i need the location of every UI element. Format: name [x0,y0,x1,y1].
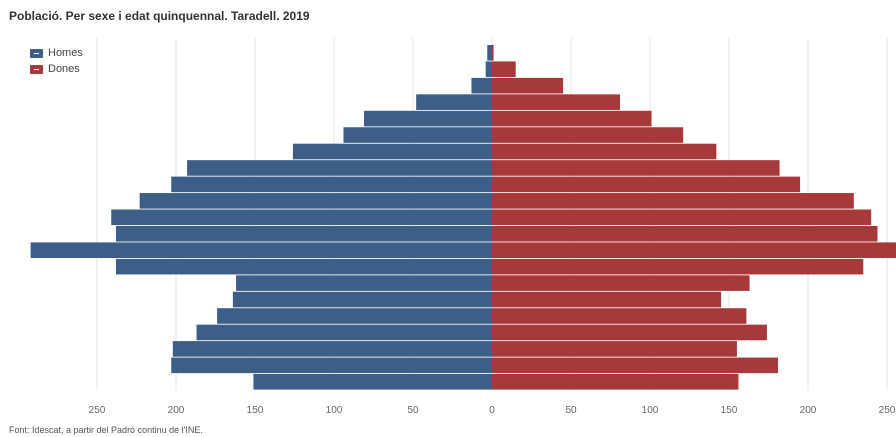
source-note: Font: Idescat, a partir del Padró contin… [9,425,203,435]
bar-homes[interactable] [232,291,492,308]
bars-homes [30,45,493,390]
bar-homes[interactable] [171,176,492,193]
legend-swatch-dones [30,64,43,74]
x-tick-label: 250 [879,405,896,416]
x-tick-label: 200 [168,405,185,416]
bar-homes[interactable] [171,357,492,374]
bar-homes[interactable] [485,61,492,78]
legend-swatch-homes [30,48,43,58]
bar-homes[interactable] [487,45,492,61]
bar-dones[interactable] [492,242,896,258]
bar-homes[interactable] [187,160,492,176]
x-tick-label: 50 [407,405,419,416]
x-axis-ticks: 250 200 150 100 50 0 50 100 150 200 250 [89,405,896,416]
legend-item-homes[interactable]: Homes [30,45,83,61]
bar-dones[interactable] [492,110,652,127]
bar-dones[interactable] [492,324,767,341]
bar-homes[interactable] [253,374,492,390]
bar-dones[interactable] [492,275,750,291]
bar-homes[interactable] [364,110,492,127]
bar-homes[interactable] [471,77,492,94]
x-tick-label: 50 [565,405,577,416]
bar-homes[interactable] [115,258,493,275]
x-tick-label: 200 [800,405,817,416]
bar-dones[interactable] [492,61,516,78]
bar-dones[interactable] [492,45,494,61]
bar-homes[interactable] [115,225,493,242]
bar-dones[interactable] [492,225,878,242]
legend-label-dones: Dones [48,63,80,75]
bar-dones[interactable] [492,258,864,275]
x-tick-label: 250 [89,405,106,416]
chart-title: Població. Per sexe i edat quinquennal. T… [9,9,310,23]
bar-dones[interactable] [492,94,620,110]
bar-dones[interactable] [492,209,872,226]
bar-homes[interactable] [343,127,492,143]
bar-homes[interactable] [139,193,492,209]
bar-homes[interactable] [217,308,492,324]
x-tick-label: 100 [642,405,659,416]
bars-dones [492,45,896,390]
bar-dones[interactable] [492,308,747,324]
bar-dones[interactable] [492,357,778,374]
bar-dones[interactable] [492,127,684,143]
bar-dones[interactable] [492,374,739,390]
bar-homes[interactable] [196,324,493,341]
bar-homes[interactable] [416,94,492,110]
bar-dones[interactable] [492,160,780,176]
legend: Homes Dones [30,45,83,77]
bar-dones[interactable] [492,291,722,308]
x-tick-label: 0 [489,405,495,416]
bar-homes[interactable] [111,209,492,226]
x-tick-label: 100 [326,405,343,416]
legend-item-dones[interactable]: Dones [30,61,83,77]
bar-dones[interactable] [492,193,854,209]
bar-dones[interactable] [492,176,801,193]
bar-homes[interactable] [292,143,492,160]
bar-dones[interactable] [492,77,564,94]
bar-homes[interactable] [172,341,492,357]
bar-dones[interactable] [492,143,717,160]
bar-dones[interactable] [492,341,737,357]
legend-label-homes: Homes [48,47,83,59]
x-tick-label: 150 [247,405,264,416]
bar-homes[interactable] [236,275,492,291]
x-tick-label: 150 [721,405,738,416]
bar-homes[interactable] [30,242,492,258]
